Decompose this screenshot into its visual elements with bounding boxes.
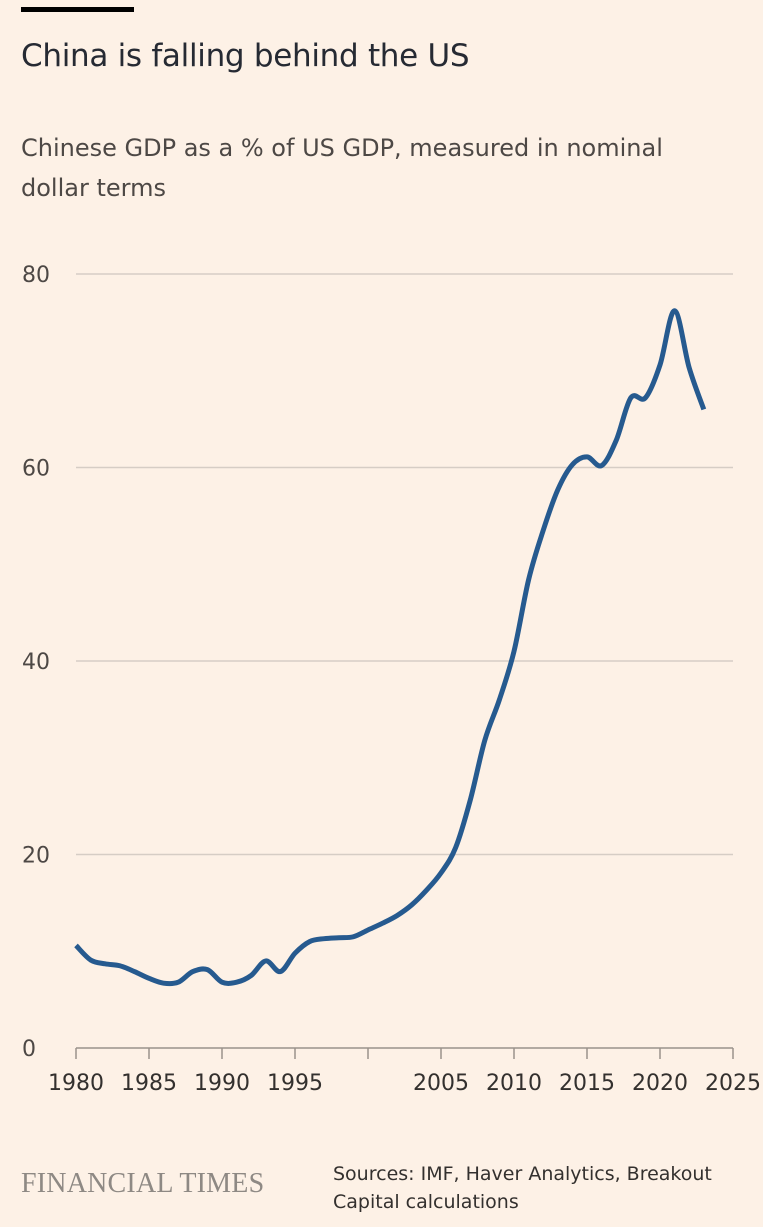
- chart-title: China is falling behind the US: [21, 38, 470, 74]
- x-tick-label: 1995: [267, 1071, 323, 1096]
- x-tick-label: 2025: [705, 1071, 761, 1096]
- x-tick-label: 2010: [486, 1071, 542, 1096]
- x-tick-label: 2020: [632, 1071, 688, 1096]
- source-note: Sources: IMF, Haver Analytics, Breakout …: [333, 1163, 712, 1213]
- y-tick-label: 0: [22, 1037, 36, 1062]
- x-tick-label: 2015: [559, 1071, 615, 1096]
- y-tick-label: 80: [22, 263, 50, 288]
- line-chart: 0 20 40 60 80 1980 1985 1990 1995 2005 2010 2015 202…: [22, 263, 761, 1096]
- x-tick-label: 2005: [413, 1071, 469, 1096]
- x-tick-label: 1980: [48, 1071, 104, 1096]
- chart-subtitle: Chinese GDP as a % of US GDP, measured i…: [21, 134, 663, 202]
- x-tick-label: 1985: [121, 1071, 177, 1096]
- series-line: [74, 308, 707, 987]
- y-tick-label: 20: [22, 844, 50, 869]
- brand-bar: [21, 7, 134, 12]
- y-tick-label: 60: [22, 457, 50, 482]
- ft-logo: FINANCIAL TIMES: [21, 1168, 265, 1199]
- x-tick-label: 1990: [194, 1071, 250, 1096]
- y-tick-label: 40: [22, 650, 50, 675]
